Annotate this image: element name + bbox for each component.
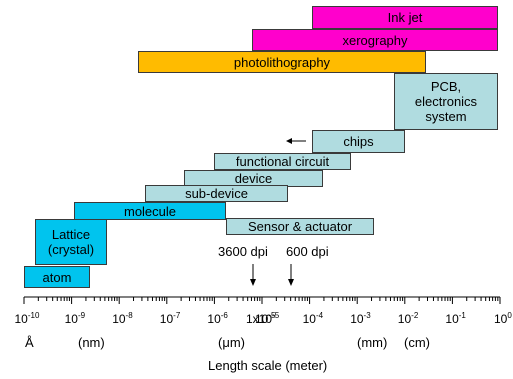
dpi3600-arrow xyxy=(250,264,256,286)
unit-mm: (mm) xyxy=(357,335,388,350)
unit-nm: (nm) xyxy=(78,335,105,350)
tick-label: 10-1 xyxy=(445,311,465,326)
unit-angstrom: Å xyxy=(25,335,34,350)
tick-label-base: 10 xyxy=(159,312,174,326)
bar-inkjet: Ink jet xyxy=(312,6,498,29)
tick-label: 10-5 xyxy=(255,311,275,326)
tick-label: 10-6 xyxy=(207,311,227,326)
tick-label-base: 10 xyxy=(494,312,508,326)
tick-label-exponent: -2 xyxy=(411,311,419,320)
tick-label: 10-10 xyxy=(15,311,40,326)
tick-label-base: 10 xyxy=(445,312,459,326)
dpi3600-label: 3600 dpi xyxy=(218,244,268,259)
dpi600-label: 600 dpi xyxy=(286,244,329,259)
unit-um: (μm) xyxy=(218,335,245,350)
bar-sensor-actuator: Sensor & actuator xyxy=(226,218,374,235)
tick-label-exponent: -3 xyxy=(363,311,371,320)
tick-label-base: 10 xyxy=(207,312,221,326)
bar-xerography: xerography xyxy=(252,29,498,51)
tick-label-base: 10 xyxy=(112,312,126,326)
tick-label-base: 10 xyxy=(255,312,269,326)
tick-label: 10-8 xyxy=(112,311,132,326)
tick-label-exponent: -4 xyxy=(315,311,324,320)
tick-label-1x10-5: 1x10-5 xyxy=(246,311,280,326)
bar-functional-circuit: functional circuit xyxy=(214,153,351,170)
tick-label-exponent: -9 xyxy=(77,311,86,320)
tick-label-1x10-5-base: 1x10 xyxy=(246,312,273,326)
axis-ticks xyxy=(23,297,501,304)
tick-label-base: 10 xyxy=(14,312,28,326)
tick-label-exponent: -10 xyxy=(27,311,40,320)
tick-label-exponent: 0 xyxy=(507,311,512,320)
tick-label: 100 xyxy=(494,311,512,326)
tick-label: 10-4 xyxy=(303,311,323,326)
bar-photolithography: photolithography xyxy=(138,51,426,73)
tick-label-base: 10 xyxy=(302,312,316,326)
tick-label-base: 10 xyxy=(350,312,364,326)
bar-sub-device: sub-device xyxy=(145,185,288,202)
tick-label-exponent: -6 xyxy=(220,311,228,320)
tick-label: 10-2 xyxy=(398,311,418,326)
tick-label-base: 10 xyxy=(64,312,78,326)
bar-device: device xyxy=(184,170,323,187)
tick-label: 10-7 xyxy=(160,311,180,326)
bar-molecule: molecule xyxy=(74,202,226,220)
dpi600-arrow xyxy=(288,264,294,286)
tick-label-exponent: -5 xyxy=(268,311,276,320)
tick-label-base: 10 xyxy=(397,312,412,326)
bar-pcb-electronics-system: PCB, electronics system xyxy=(394,73,498,130)
bar-chips: chips xyxy=(312,130,405,153)
bar-atom: atom xyxy=(24,266,90,288)
unit-cm: (cm) xyxy=(404,335,430,350)
tick-label-exponent: -7 xyxy=(173,311,181,320)
tick-label-exponent: -8 xyxy=(125,311,133,320)
tick-label: 10-3 xyxy=(350,311,370,326)
tick-label: 10-9 xyxy=(65,311,85,326)
bar-lattice-crystal: Lattice (crystal) xyxy=(35,219,107,265)
axis-title: Length scale (meter) xyxy=(208,358,328,373)
chips-arrow xyxy=(286,138,306,144)
tick-label-exponent: -1 xyxy=(458,311,466,320)
